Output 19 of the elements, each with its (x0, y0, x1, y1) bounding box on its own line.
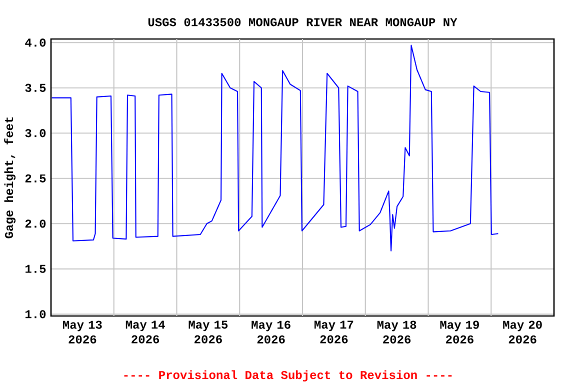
y-tick-label: 2.0 (25, 220, 46, 228)
x-tick-label: May 15 2026 (188, 320, 228, 344)
y-tick-label: 3.5 (25, 84, 46, 92)
chart-title: USGS 01433500 MONGAUP RIVER NEAR MONGAUP NY (148, 18, 458, 26)
y-tick-label: 1.5 (26, 264, 46, 273)
x-tick-label: May 17 2026 (314, 320, 354, 344)
x-tick-label: May 20 2026 (503, 320, 542, 344)
y-tick-label: 3.0 (25, 129, 46, 138)
y-tick-label: 1.0 (26, 310, 46, 318)
x-tick-label: May 16 2026 (252, 320, 290, 344)
y-tick-label: 4.0 (25, 38, 46, 47)
x-tick-label: May 19 2026 (440, 320, 479, 344)
y-axis-title: Gage height, feet (4, 117, 16, 238)
line-series (51, 44, 499, 252)
x-tick-label: May 18 2026 (377, 320, 416, 344)
x-tick-label: May 13 2026 (63, 320, 102, 344)
y-tick-label: 2.5 (25, 174, 46, 182)
text: ---- Provisional Data Subject to Revision ---- (124, 370, 452, 382)
x-tick-label: May 14 2026 (126, 320, 165, 344)
